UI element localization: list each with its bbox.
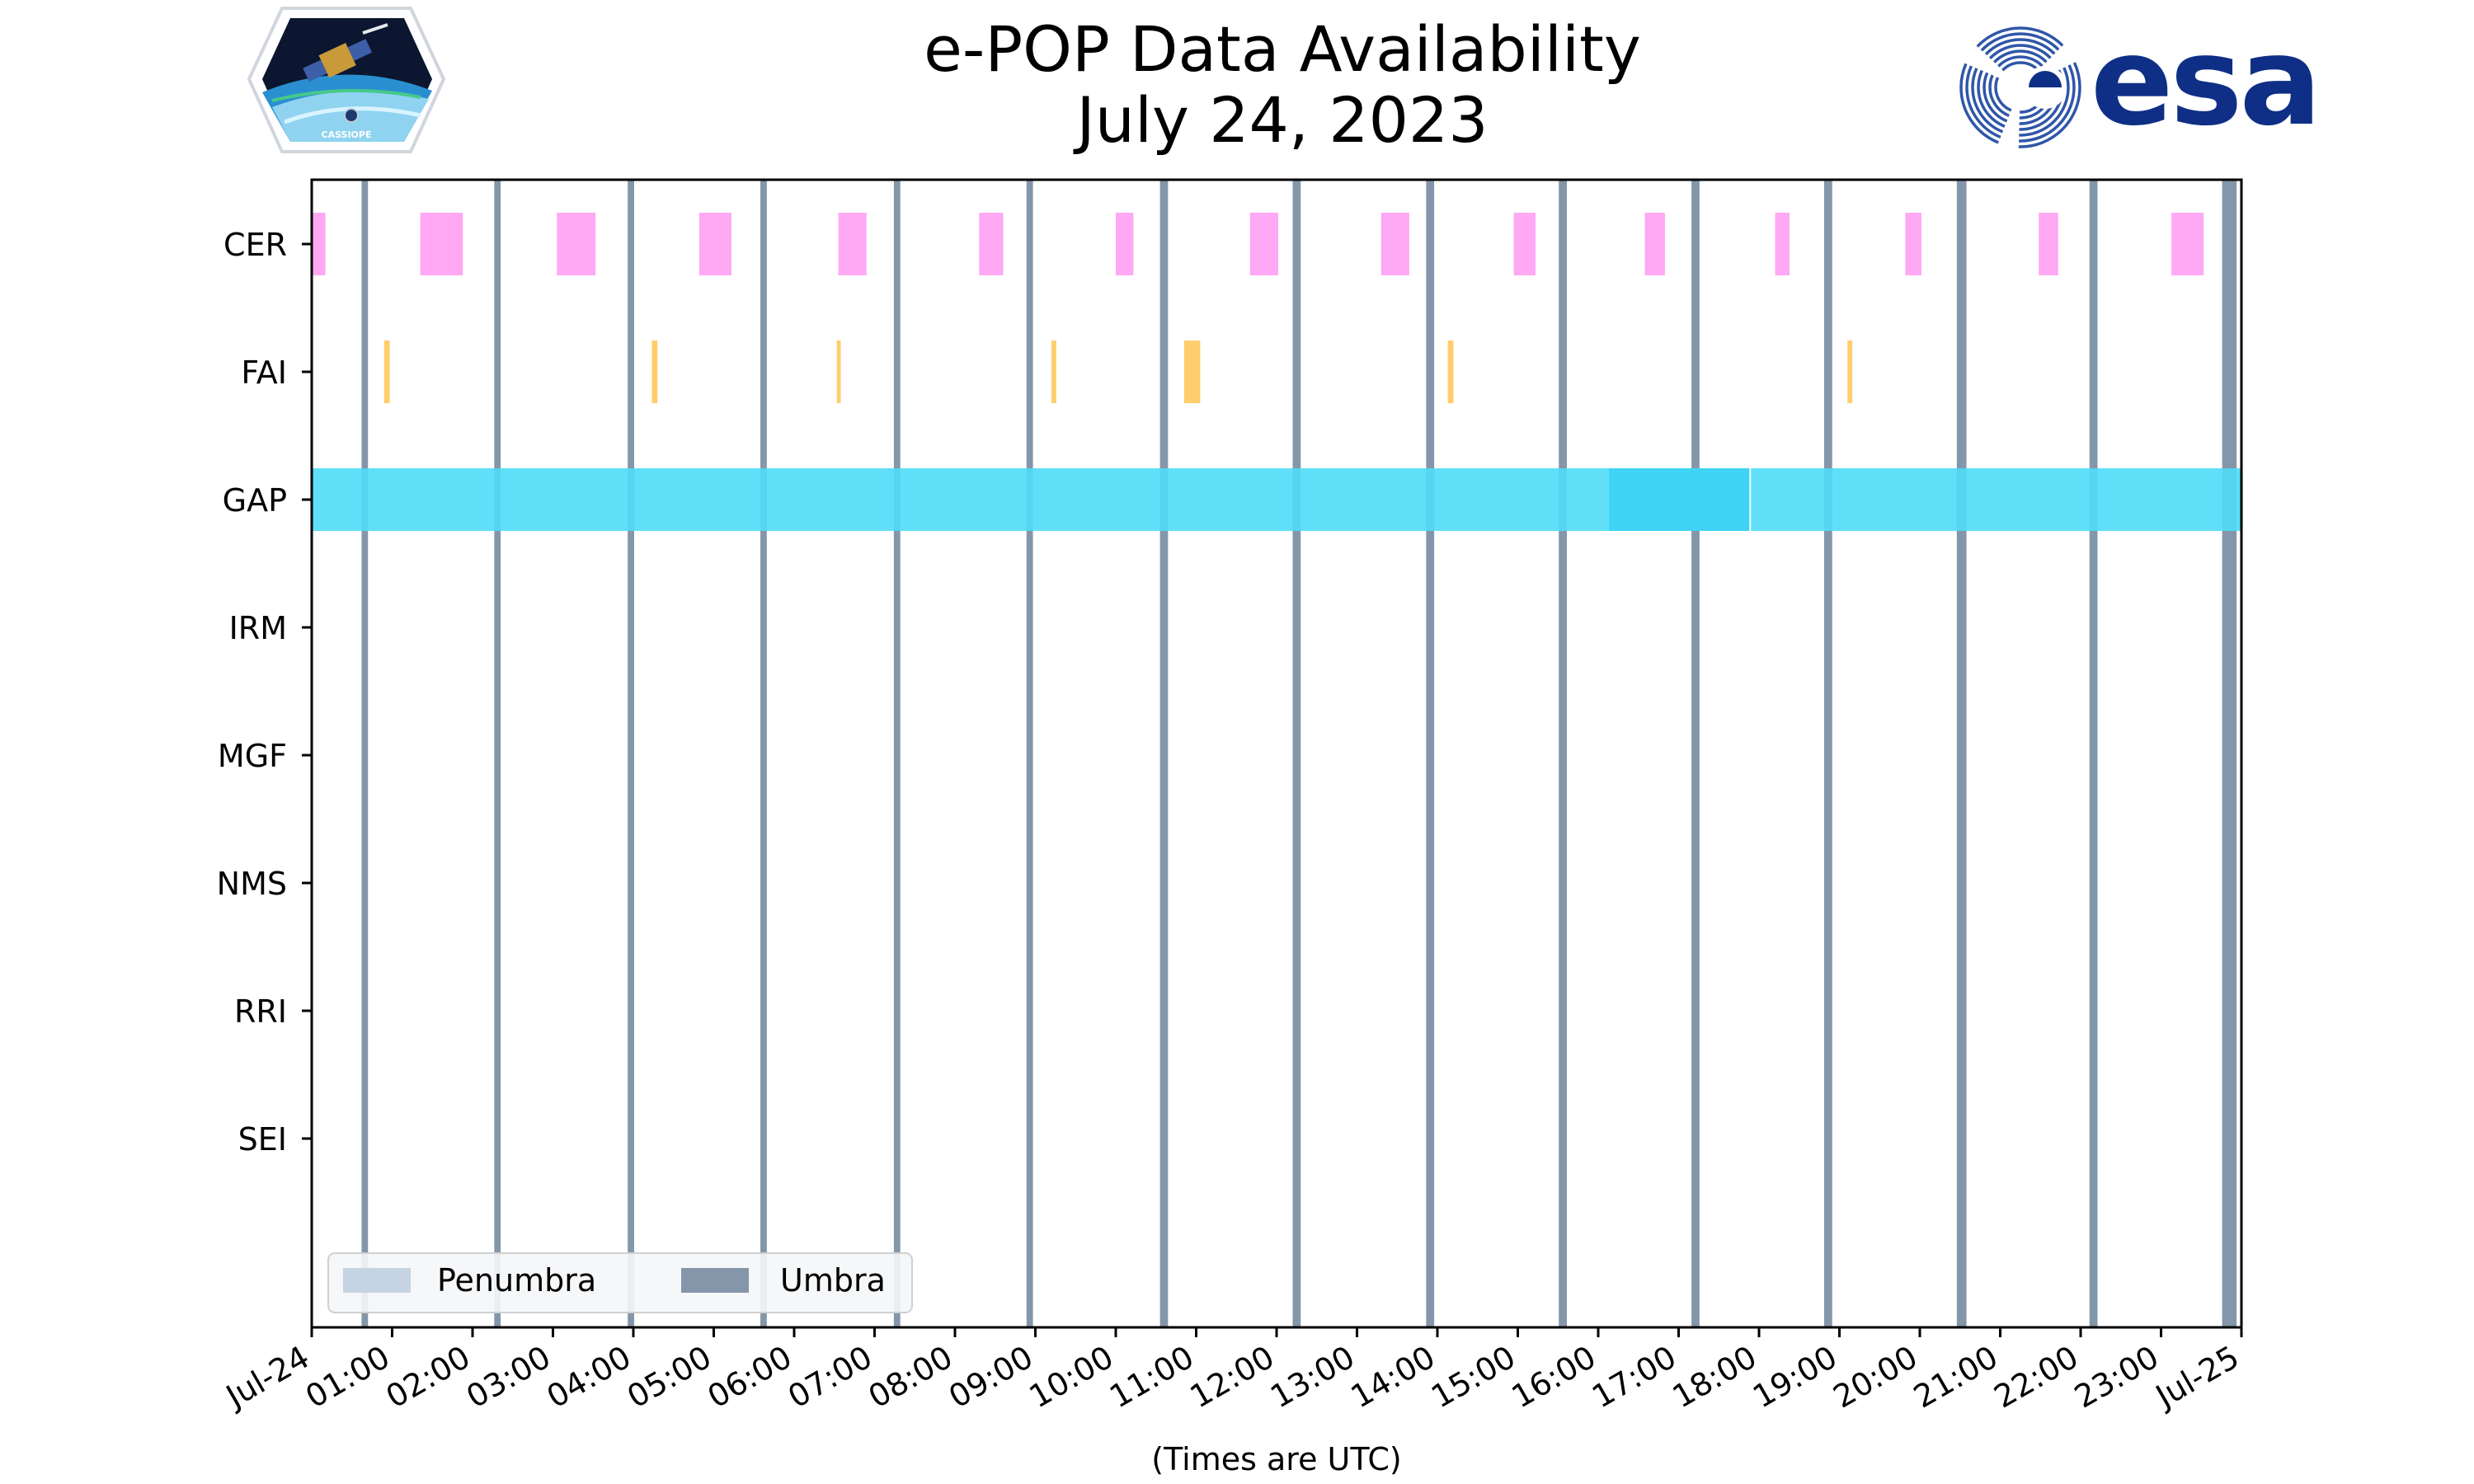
x-tick-label-5: 05:00 xyxy=(621,1339,717,1416)
esa-logo-icon: esa xyxy=(1958,11,2321,153)
umbra-band-11 xyxy=(1823,180,1832,1327)
legend: Penumbra Umbra xyxy=(327,1252,913,1313)
fai-bar-2 xyxy=(836,340,841,403)
gap-bar-1 xyxy=(1608,468,1750,531)
cer-bar-1 xyxy=(420,213,463,275)
x-tick-label-0: Jul-24 xyxy=(219,1339,315,1416)
legend-swatch-penumbra xyxy=(343,1268,411,1293)
umbra-band-3 xyxy=(760,180,767,1327)
gap-bar-0 xyxy=(312,468,1609,531)
umbra-band-13 xyxy=(2089,180,2098,1327)
x-tick-label-19: 19:00 xyxy=(1747,1339,1843,1416)
legend-swatch-umbra xyxy=(681,1268,749,1293)
umbra-band-1 xyxy=(494,180,501,1327)
x-tick-label-2: 02:00 xyxy=(380,1339,477,1416)
x-tick-label-7: 07:00 xyxy=(782,1339,878,1416)
cer-bar-4 xyxy=(838,213,867,275)
chart-title-line2: July 24, 2023 xyxy=(1073,83,1488,157)
cassiope-logo-icon: CASSIOPE xyxy=(247,7,446,153)
chart-title-line1: e-POP Data Availability xyxy=(924,12,1641,86)
umbra-band-6 xyxy=(1159,180,1169,1327)
cassiope-logo-text: CASSIOPE xyxy=(322,129,372,140)
x-tick-label-6: 06:00 xyxy=(702,1339,798,1416)
x-axis-label: (Times are UTC) xyxy=(1151,1441,1401,1477)
x-tick-label-14: 14:00 xyxy=(1345,1339,1442,1416)
y-tick-label-rri: RRI xyxy=(234,993,287,1030)
plot-frame xyxy=(310,178,2243,1329)
umbra-band-2 xyxy=(628,180,634,1327)
cer-bar-12 xyxy=(1905,213,1921,275)
cer-bar-11 xyxy=(1775,213,1790,275)
umbra-band-8 xyxy=(1426,180,1435,1327)
x-tick-label-4: 04:00 xyxy=(541,1339,637,1416)
fai-bar-1 xyxy=(651,340,658,403)
legend-label-penumbra: Penumbra xyxy=(437,1262,596,1298)
y-tick-label-fai: FAI xyxy=(241,355,287,391)
fai-bar-3 xyxy=(1051,340,1056,403)
x-tick-label-9: 09:00 xyxy=(943,1339,1039,1416)
umbra-band-5 xyxy=(1026,180,1033,1327)
cer-bar-5 xyxy=(979,213,1004,275)
y-tick-label-nms: NMS xyxy=(217,866,287,902)
umbra-band-10 xyxy=(1691,180,1700,1327)
x-tick-label-11: 11:00 xyxy=(1103,1339,1200,1416)
fai-bar-6 xyxy=(1847,340,1853,403)
legend-label-umbra: Umbra xyxy=(780,1262,886,1298)
umbra-band-12 xyxy=(1956,180,1967,1327)
cer-bar-7 xyxy=(1249,213,1278,275)
y-tick-label-irm: IRM xyxy=(229,610,287,646)
cer-bar-13 xyxy=(2039,213,2058,275)
x-tick-label-21: 21:00 xyxy=(1907,1339,2004,1416)
umbra-band-7 xyxy=(1292,180,1301,1327)
cer-bar-9 xyxy=(1513,213,1536,275)
plot-area: CER FAI GAP IRM MGF NMS RRI SEI Jul-2401:0002:0… xyxy=(217,178,2246,1416)
y-tick-label-cer: CER xyxy=(223,227,287,263)
umbra-band-9 xyxy=(1559,180,1567,1327)
legend-box xyxy=(327,1252,913,1313)
x-tick-label-16: 16:00 xyxy=(1506,1339,1602,1416)
y-tick-label-sei: SEI xyxy=(238,1121,287,1158)
x-tick-label-24: Jul-25 xyxy=(2148,1339,2245,1416)
fai-bar-0 xyxy=(383,340,390,403)
x-tick-label-17: 17:00 xyxy=(1586,1339,1682,1416)
x-tick-label-10: 10:00 xyxy=(1023,1339,1120,1416)
cer-bar-14 xyxy=(2171,213,2204,275)
y-tick-label-mgf: MGF xyxy=(218,738,287,774)
x-tick-label-15: 15:00 xyxy=(1425,1339,1522,1416)
cer-bar-8 xyxy=(1380,213,1409,275)
x-tick-label-8: 08:00 xyxy=(863,1339,959,1416)
x-tick-label-20: 20:00 xyxy=(1827,1339,1924,1416)
x-tick-label-23: 23:00 xyxy=(2068,1339,2165,1416)
cer-bar-3 xyxy=(698,213,731,275)
cer-bar-0 xyxy=(312,213,326,275)
cer-bar-2 xyxy=(557,213,596,275)
x-tick-label-1: 01:00 xyxy=(299,1339,396,1416)
esa-logo-text: esa xyxy=(2091,11,2318,153)
gap-bar-2 xyxy=(1751,468,2241,531)
x-tick-label-12: 12:00 xyxy=(1184,1339,1281,1416)
x-tick-label-13: 13:00 xyxy=(1264,1339,1361,1416)
umbra-band-14 xyxy=(2222,180,2237,1327)
cer-bar-10 xyxy=(1644,213,1665,275)
cer-bar-6 xyxy=(1116,213,1134,275)
x-tick-label-22: 22:00 xyxy=(1988,1339,2085,1416)
umbra-band-4 xyxy=(893,180,901,1327)
fai-bar-4 xyxy=(1183,340,1201,403)
x-tick-label-3: 03:00 xyxy=(460,1339,557,1416)
x-tick-label-18: 18:00 xyxy=(1667,1339,1763,1416)
umbra-band-0 xyxy=(361,180,369,1327)
y-tick-label-gap: GAP xyxy=(223,482,287,519)
fai-bar-5 xyxy=(1447,340,1454,403)
